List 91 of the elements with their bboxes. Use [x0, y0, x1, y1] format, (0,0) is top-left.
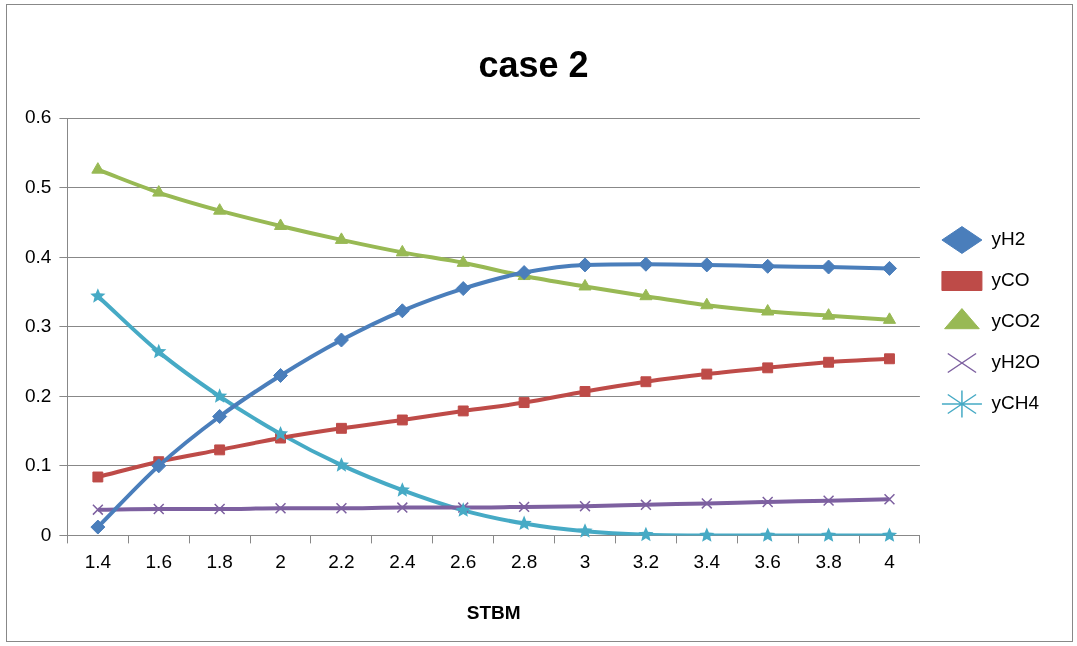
- point: [273, 367, 289, 383]
- point: [396, 501, 409, 514]
- point: [701, 368, 713, 380]
- point: [762, 362, 774, 374]
- x-tick-label: 1.8: [206, 551, 233, 573]
- point: [882, 312, 897, 324]
- point: [335, 502, 348, 514]
- point: [394, 303, 410, 319]
- point: [760, 258, 776, 274]
- point: [518, 397, 530, 409]
- legend-label: yCH4: [991, 392, 1040, 414]
- x-tick-label: 2.8: [510, 551, 538, 573]
- point: [760, 527, 776, 542]
- point: [273, 218, 288, 230]
- point: [92, 471, 104, 483]
- x-tick-label: 3.6: [754, 551, 781, 573]
- point: [822, 308, 836, 320]
- legend-label: yH2: [991, 228, 1026, 250]
- x-axis-title: STBM: [466, 601, 521, 623]
- y-tick-label: 0.1: [24, 454, 52, 476]
- point: [640, 499, 652, 511]
- point: [699, 257, 715, 273]
- y-tick-label: 0.3: [24, 315, 52, 337]
- x-tick-label: 2: [275, 551, 286, 573]
- point: [640, 376, 652, 388]
- point: [212, 388, 228, 403]
- legend-label: yH2O: [991, 351, 1041, 373]
- point: [638, 526, 654, 542]
- y-tick-label: 0.6: [24, 106, 52, 128]
- x-tick-label: 3.8: [815, 551, 842, 573]
- point: [152, 185, 166, 197]
- point: [151, 343, 167, 359]
- point: [272, 425, 289, 441]
- point: [213, 503, 226, 515]
- point: [274, 502, 287, 514]
- x-tick-label: 3: [579, 551, 591, 573]
- point: [457, 405, 469, 417]
- point: [90, 519, 106, 535]
- point: [335, 422, 347, 434]
- point: [700, 297, 714, 310]
- point: [881, 527, 898, 542]
- point: [334, 232, 348, 244]
- point: [151, 458, 167, 474]
- point: [518, 501, 530, 513]
- x-tick-label: 3.4: [693, 551, 721, 573]
- point: [820, 527, 837, 542]
- point: [579, 386, 591, 397]
- point: [90, 288, 106, 303]
- point: [761, 304, 775, 316]
- point: [213, 203, 227, 215]
- point: [579, 500, 591, 512]
- point: [884, 353, 895, 365]
- point: [823, 356, 835, 368]
- point: [639, 288, 653, 301]
- point: [578, 278, 592, 291]
- x-tick-label: 4: [884, 551, 896, 573]
- x-tick-label: 1.6: [145, 551, 172, 573]
- point: [333, 457, 350, 472]
- x-tick-label: 2.6: [450, 551, 477, 573]
- y-tick-label: 0.5: [24, 175, 52, 197]
- point: [699, 527, 715, 542]
- y-tick-label: 0: [40, 523, 52, 545]
- x-tick-label: 2.4: [389, 551, 416, 573]
- x-tick-label: 1.4: [84, 551, 112, 573]
- y-tick-label: 0.2: [24, 384, 52, 406]
- point: [395, 244, 409, 257]
- point: [577, 257, 593, 273]
- point: [396, 414, 408, 426]
- point: [762, 496, 774, 508]
- point: [455, 281, 471, 297]
- point: [92, 503, 104, 516]
- point: [822, 494, 835, 507]
- point: [153, 503, 165, 515]
- legend-label: yCO2: [991, 310, 1041, 332]
- point: [91, 162, 105, 174]
- x-tick-label: 2.2: [328, 551, 355, 573]
- point: [333, 332, 349, 348]
- point: [701, 497, 713, 510]
- point: [883, 493, 896, 505]
- point: [456, 255, 470, 267]
- point: [214, 444, 226, 456]
- y-tick-label: 0.4: [24, 245, 52, 267]
- point: [638, 256, 654, 272]
- point: [577, 523, 593, 538]
- point: [516, 515, 532, 531]
- point: [881, 260, 897, 276]
- x-tick-label: 3.2: [632, 551, 660, 573]
- chart-title: case 2: [478, 43, 589, 85]
- legend-label: yCO: [991, 269, 1030, 291]
- point: [212, 409, 228, 424]
- point: [821, 259, 837, 275]
